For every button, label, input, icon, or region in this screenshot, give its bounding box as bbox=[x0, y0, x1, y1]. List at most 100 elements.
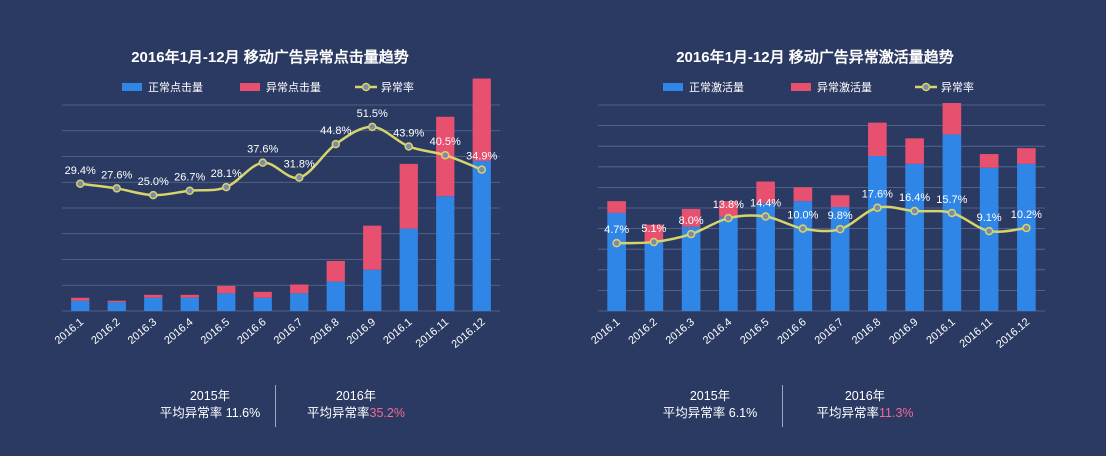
activation-rate-label-9: 16.4% bbox=[899, 192, 930, 204]
activation-rate-label-3: 8.0% bbox=[679, 215, 704, 227]
activation-x-tick-label-8: 2016.8 bbox=[850, 316, 883, 347]
activation-rate-point-9 bbox=[910, 206, 919, 216]
click-rate-label-5: 28.1% bbox=[211, 168, 242, 180]
click-legend-label-1: 正常点击量 bbox=[148, 81, 203, 94]
activation-rate-label-7: 9.8% bbox=[828, 210, 853, 222]
click-bar-normal-4 bbox=[180, 297, 199, 311]
click-bar-abnormal-7 bbox=[290, 284, 309, 294]
click-bar-abnormal-1 bbox=[71, 297, 90, 301]
activation-bar-abnormal-7 bbox=[830, 195, 850, 208]
activation-legend-label-2: 异常激活量 bbox=[817, 80, 872, 94]
right-footer-2016-year: 2016年 bbox=[844, 389, 886, 403]
activation-x-tick-label-6: 2016.6 bbox=[775, 316, 808, 347]
activation-rate-label-4: 13.8% bbox=[713, 199, 744, 211]
activation-x-tick-label-10: 2016.1 bbox=[924, 316, 957, 347]
activation-x-tick-label-5: 2016.5 bbox=[738, 316, 771, 347]
click-rate-label-3: 25.0% bbox=[138, 176, 169, 188]
left-footer-2016-rate-line: 平均异常率35.2% bbox=[286, 405, 426, 422]
click-rate-label-12: 34.9% bbox=[466, 151, 497, 163]
click-x-tick-label-1: 2016.1 bbox=[53, 316, 86, 347]
click-rate-label-2: 27.6% bbox=[101, 169, 132, 181]
click-rate-point-4 bbox=[185, 186, 194, 195]
click-rate-label-10: 43.9% bbox=[393, 127, 424, 139]
activation-x-tick-label-3: 2016.3 bbox=[664, 316, 697, 347]
click-x-tick-label-4: 2016.4 bbox=[162, 316, 195, 347]
click-rate-point-8 bbox=[331, 139, 340, 149]
click-bar-abnormal-8 bbox=[326, 260, 345, 282]
click-x-tick-label-3: 2016.3 bbox=[126, 316, 159, 347]
right-footer-2016-rate-label: 平均异常率 bbox=[816, 406, 879, 420]
activation-bar-abnormal-10 bbox=[942, 103, 962, 135]
activation-bar-normal-3 bbox=[681, 226, 701, 311]
activation-bar-normal-10 bbox=[942, 134, 962, 311]
activation-bar-normal-9 bbox=[905, 163, 924, 311]
click-x-tick-label-6: 2016.6 bbox=[235, 316, 268, 347]
activation-x-tick-label-9: 2016.9 bbox=[887, 316, 920, 347]
activation-rate-point-4 bbox=[724, 213, 733, 223]
click-bar-normal-3 bbox=[144, 297, 163, 311]
activation-bar-normal-8 bbox=[868, 156, 887, 311]
activation-bar-abnormal-2 bbox=[644, 224, 664, 243]
activation-rate-point-5 bbox=[761, 212, 770, 221]
right-footer-2015-year: 2015年 bbox=[689, 389, 731, 403]
activation-x-tick-label-1: 2016.1 bbox=[589, 316, 622, 347]
click-rate-point-5 bbox=[222, 182, 231, 192]
click-legend-line-marker bbox=[361, 82, 371, 92]
activation-x-tick-label-11: 2016.11 bbox=[958, 316, 996, 350]
activation-rate-point-12 bbox=[1022, 223, 1031, 233]
click-bar-normal-6 bbox=[253, 297, 272, 311]
click-rate-point-1 bbox=[76, 179, 85, 189]
click-rate-point-12 bbox=[477, 165, 486, 174]
activation-bar-abnormal-12 bbox=[1017, 148, 1036, 164]
activation-rate-point-10 bbox=[947, 208, 957, 218]
activation-bar-normal-2 bbox=[644, 242, 664, 311]
click-legend-label-3: 异常率 bbox=[381, 80, 414, 94]
left-footer-2016-rate-label: 平均异常率 bbox=[307, 406, 370, 420]
activation-bar-abnormal-5 bbox=[756, 181, 775, 204]
click-bar-normal-1 bbox=[71, 300, 90, 311]
activation-bar-normal-7 bbox=[830, 207, 850, 311]
activation-rate-label-5: 14.4% bbox=[750, 198, 781, 210]
activation-legend-label-3: 异常率 bbox=[941, 80, 974, 94]
click-bar-normal-12 bbox=[472, 160, 491, 311]
activation-x-tick-label-7: 2016.7 bbox=[813, 316, 846, 347]
activation-legend-swatch-1 bbox=[663, 83, 683, 91]
click-bar-abnormal-5 bbox=[217, 285, 236, 294]
activation-x-tick-label-4: 2016.4 bbox=[701, 316, 734, 347]
click-rate-label-4: 26.7% bbox=[174, 172, 205, 184]
click-bar-abnormal-12 bbox=[472, 78, 491, 161]
click-rate-label-7: 31.8% bbox=[284, 159, 315, 171]
left-footer-2015: 2015年 平均异常率 11.6% bbox=[140, 388, 280, 422]
click-bar-normal-11 bbox=[436, 196, 455, 311]
activation-chart-title: 2016年1月-12月 移动广告异常激活量趋势 bbox=[676, 48, 954, 66]
activation-rate-label-8: 17.6% bbox=[862, 189, 893, 201]
click-bar-normal-9 bbox=[363, 269, 382, 311]
activation-bar-normal-4 bbox=[719, 216, 738, 311]
right-footer-2016-rate-line: 平均异常率11.3% bbox=[795, 405, 935, 422]
click-x-tick-label-12: 2016.12 bbox=[450, 316, 488, 351]
activation-bar-normal-12 bbox=[1017, 163, 1036, 311]
right-footer-2015: 2015年 平均异常率 6.1% bbox=[640, 388, 780, 422]
activation-legend-swatch-2 bbox=[791, 83, 811, 91]
right-footer-2015-rate: 平均异常率 6.1% bbox=[662, 406, 758, 420]
click-bar-abnormal-6 bbox=[253, 291, 272, 298]
click-rate-point-7 bbox=[295, 173, 304, 182]
click-x-tick-label-8: 2016.8 bbox=[308, 316, 341, 347]
click-rate-label-6: 37.6% bbox=[247, 144, 278, 156]
click-x-tick-label-7: 2016.7 bbox=[272, 316, 305, 347]
right-footer-2016-rate-value: 11.3% bbox=[879, 406, 914, 420]
click-rate-point-6 bbox=[258, 158, 267, 167]
click-bar-abnormal-9 bbox=[363, 225, 382, 270]
click-bar-normal-2 bbox=[107, 302, 126, 311]
left-footer-2016-year: 2016年 bbox=[335, 389, 377, 403]
activation-bar-abnormal-4 bbox=[719, 201, 738, 217]
activation-rate-label-11: 9.1% bbox=[977, 212, 1002, 224]
activation-rate-label-12: 10.2% bbox=[1011, 209, 1042, 221]
activation-rate-point-7 bbox=[835, 224, 845, 234]
activation-bar-normal-11 bbox=[979, 167, 999, 311]
click-x-tick-label-5: 2016.5 bbox=[199, 316, 232, 347]
click-bar-abnormal-10 bbox=[399, 163, 418, 229]
left-footer-2016-rate-value: 35.2% bbox=[369, 406, 405, 420]
activation-bar-normal-5 bbox=[756, 203, 775, 311]
